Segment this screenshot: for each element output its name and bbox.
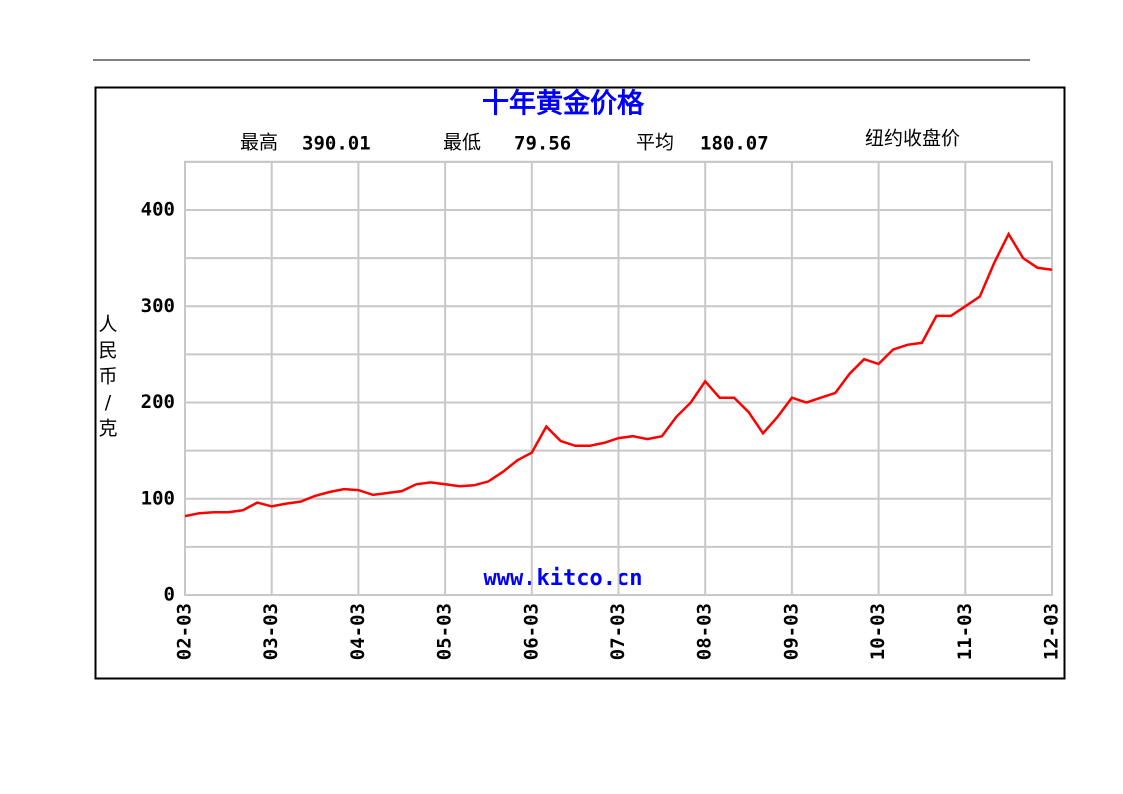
stat-value: 180.07	[700, 133, 769, 155]
stat-label: 平均	[636, 132, 674, 154]
y-tick-label: 300	[141, 295, 175, 317]
y-axis-label: 人	[98, 314, 117, 336]
x-tick-label: 02-03	[174, 603, 196, 660]
y-axis-label: 民	[98, 340, 117, 362]
y-tick-label: 400	[141, 199, 175, 221]
y-tick-label: 200	[141, 391, 175, 413]
x-tick-label: 04-03	[347, 603, 369, 660]
x-tick-label: 08-03	[694, 603, 716, 660]
chart-title: 十年黄金价格	[482, 88, 645, 120]
x-tick-label: 10-03	[867, 603, 889, 660]
y-axis-label: 克	[98, 418, 117, 440]
x-tick-label: 03-03	[260, 603, 282, 660]
x-tick-label: 06-03	[520, 603, 542, 660]
y-axis-label: /	[105, 392, 112, 414]
y-tick-label: 0	[164, 584, 175, 606]
x-tick-label: 05-03	[434, 603, 456, 660]
x-tick-label: 07-03	[607, 603, 629, 660]
watermark: www.kitco.cn	[484, 566, 643, 591]
price-line	[184, 231, 1053, 518]
plot-border	[184, 160, 1053, 596]
note: 纽约收盘价	[865, 128, 960, 150]
y-tick-label: 100	[141, 487, 175, 509]
chart-frame	[94, 86, 1066, 680]
stat-value: 79.56	[514, 133, 571, 155]
stat-label: 最低	[443, 132, 481, 154]
stat-label: 最高	[240, 132, 278, 154]
x-tick-label: 12-03	[1041, 603, 1063, 660]
x-tick-label: 11-03	[954, 603, 976, 660]
y-axis-label: 币	[98, 366, 117, 388]
stat-value: 390.01	[302, 133, 371, 155]
x-tick-label: 09-03	[780, 603, 802, 660]
